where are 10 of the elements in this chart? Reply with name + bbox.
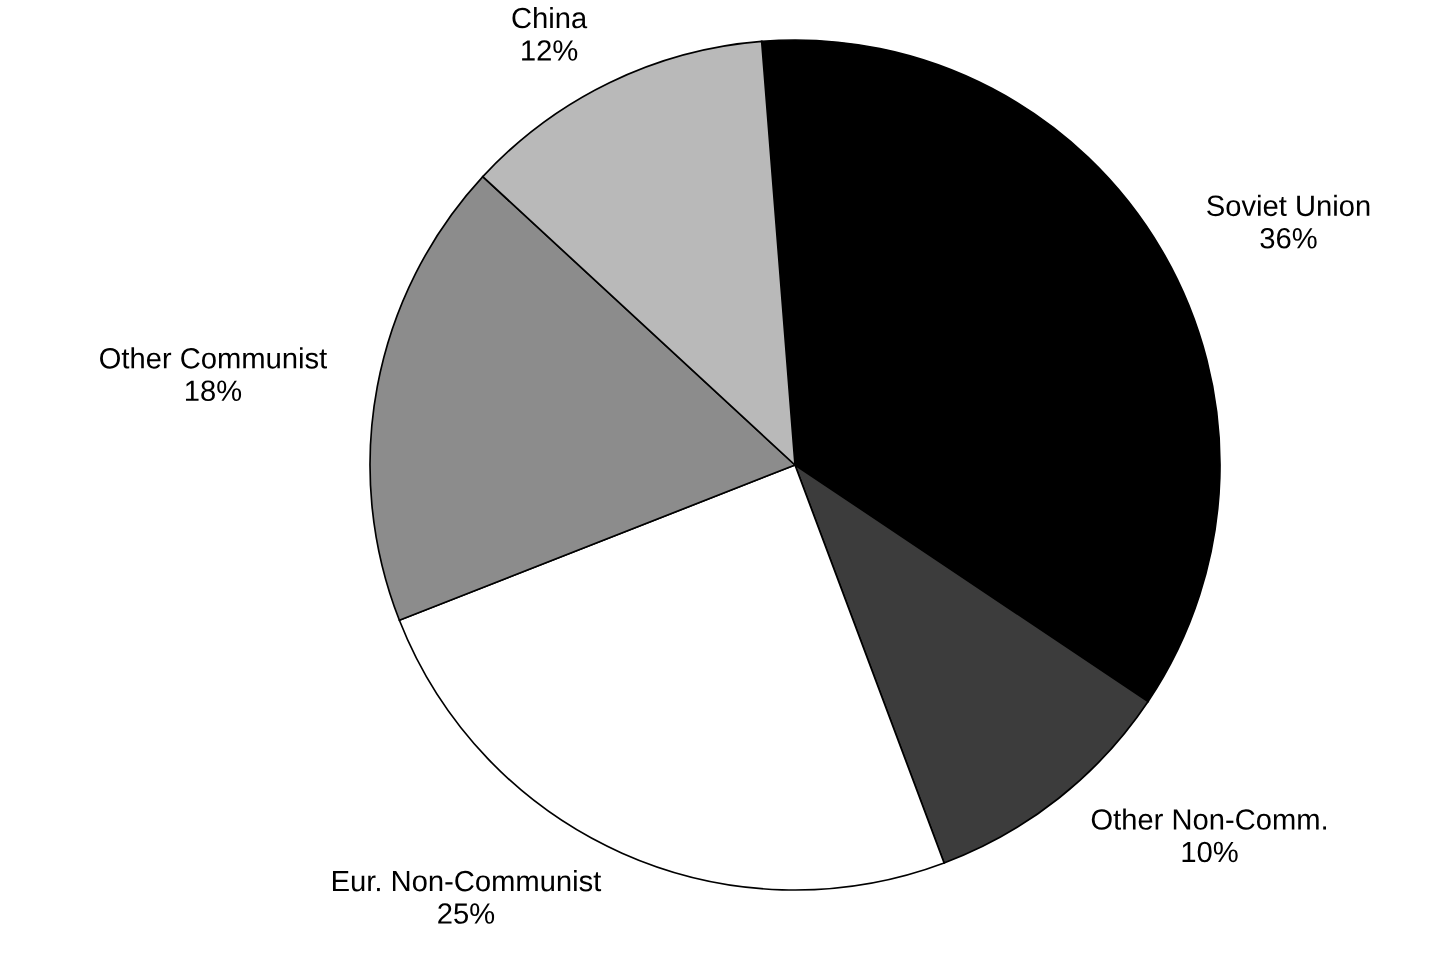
data-label: 25%: [438, 903, 495, 924]
data-label: 36%: [1260, 227, 1317, 249]
slice-label: Other Communist: [100, 347, 327, 369]
slice-label: China: [512, 6, 588, 29]
data-label: 18%: [185, 380, 242, 402]
slice-label: Other Non-Comm.: [1091, 808, 1326, 830]
slice-label: Soviet Union: [1207, 194, 1370, 217]
data-label: 12%: [522, 40, 578, 61]
data-label: 10%: [1182, 841, 1238, 863]
slice-label: Eur. Non-Communist: [332, 869, 602, 892]
